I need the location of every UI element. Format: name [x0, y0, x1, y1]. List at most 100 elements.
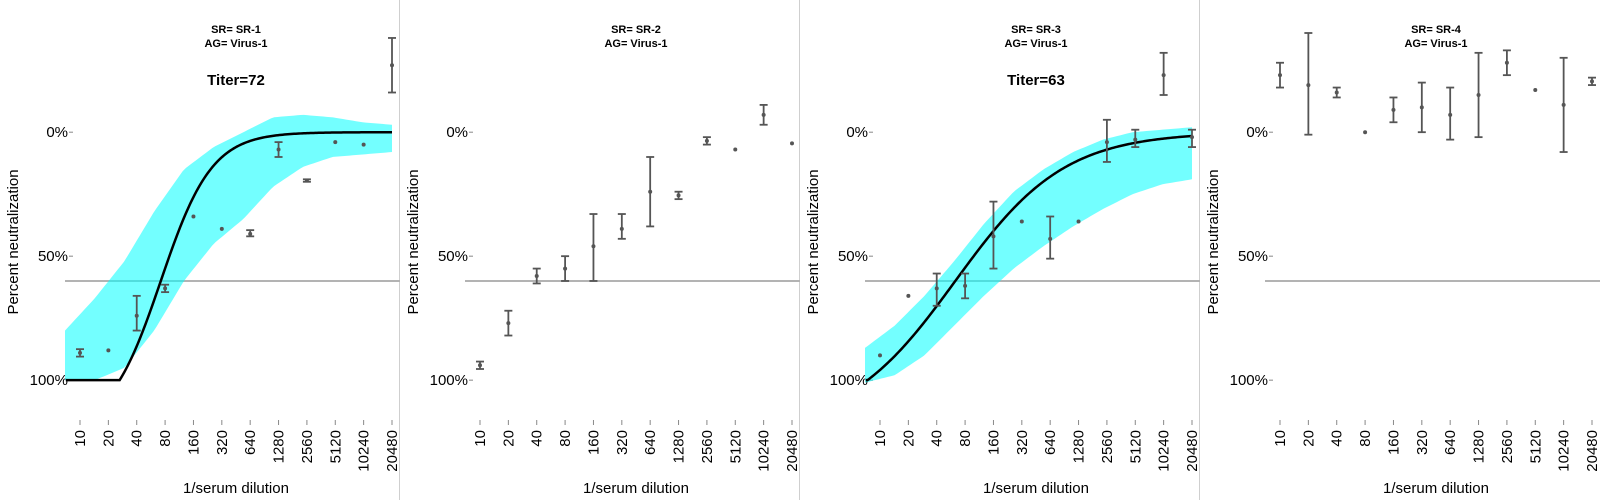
data-point-group	[1188, 128, 1196, 148]
data-point-group	[1446, 86, 1455, 141]
titer-label: Titer=63	[1007, 72, 1065, 89]
data-point-group	[878, 353, 882, 358]
panel-title: SR= SR-2	[611, 24, 661, 36]
data-point	[1504, 60, 1509, 65]
data-point	[248, 231, 253, 236]
data-point-group	[759, 104, 768, 126]
data-point-group	[388, 37, 396, 94]
data-point-group	[302, 178, 311, 183]
data-point	[1104, 140, 1109, 145]
x-tick-label: 2560	[299, 430, 316, 463]
x-tick-label: 40	[1329, 430, 1346, 447]
x-tick-label: 2560	[1499, 430, 1516, 463]
data-point-group	[191, 214, 196, 219]
x-tick-label: 10	[72, 430, 89, 447]
x-tick-label: 40	[929, 430, 946, 447]
x-tick-label: 80	[557, 430, 574, 447]
x-tick-label: 80	[1357, 430, 1374, 447]
data-point	[676, 193, 681, 198]
data-point-group	[589, 213, 598, 282]
data-point	[390, 63, 394, 68]
data-point-group	[1304, 32, 1313, 136]
data-point	[134, 313, 139, 318]
data-point	[790, 141, 794, 146]
data-point	[1561, 102, 1566, 107]
titer-label: Titer=72	[207, 72, 265, 89]
data-point	[1590, 79, 1594, 84]
x-axis-label: 1/serum dilution	[583, 480, 689, 497]
data-point	[619, 226, 624, 231]
data-point	[733, 147, 738, 152]
data-point	[333, 140, 338, 145]
x-tick-label: 40	[129, 430, 146, 447]
x-tick-label: 1280	[671, 430, 688, 463]
data-point-group	[733, 147, 738, 152]
data-point	[1448, 112, 1453, 117]
data-point	[591, 244, 596, 249]
data-point-group	[1533, 88, 1538, 93]
y-tick-label: 100%	[830, 372, 868, 389]
data-point-group	[1417, 81, 1426, 134]
data-point	[991, 234, 996, 239]
data-point-group	[646, 156, 655, 228]
x-tick-label: 20480	[784, 430, 801, 472]
y-tick-label: 0%	[1246, 124, 1268, 141]
data-point	[1161, 73, 1166, 78]
data-point-group	[1159, 51, 1168, 96]
data-point-group	[1076, 219, 1081, 224]
x-tick-label: 20	[500, 430, 517, 447]
y-axis-label: Percent neutralization	[805, 169, 822, 314]
x-tick-label: 320	[1014, 430, 1031, 455]
data-point-group	[1332, 86, 1341, 99]
data-point	[1419, 105, 1424, 110]
x-tick-label: 320	[614, 430, 631, 455]
panel-subtitle: AG= Virus-1	[1004, 38, 1067, 50]
data-point-group	[1389, 96, 1398, 124]
y-tick-label: 100%	[1230, 372, 1268, 389]
x-tick-label: 40	[529, 430, 546, 447]
data-point	[534, 274, 539, 279]
data-point	[963, 283, 968, 288]
data-point-group	[989, 200, 998, 270]
data-point-group	[906, 293, 911, 298]
data-point-group	[132, 294, 141, 332]
data-point-group	[932, 272, 941, 307]
data-point	[478, 363, 482, 368]
data-point-group	[76, 348, 84, 358]
x-tick-label: 640	[642, 430, 659, 455]
data-point-group	[274, 141, 283, 158]
data-point	[1076, 219, 1081, 224]
x-tick-label: 5120	[327, 430, 344, 463]
x-tick-label: 640	[1442, 430, 1459, 455]
y-tick-label: 0%	[846, 124, 868, 141]
x-tick-label: 5120	[1127, 430, 1144, 463]
y-axis-label: Percent neutralization	[5, 169, 22, 314]
data-point-group	[1363, 130, 1368, 135]
y-axis-label: Percent neutralization	[405, 169, 422, 314]
x-axis-label: 1/serum dilution	[1383, 480, 1489, 497]
data-point	[1476, 92, 1481, 97]
panel-subtitle: AG= Virus-1	[1404, 38, 1467, 50]
x-tick-label: 640	[242, 430, 259, 455]
y-tick-label: 50%	[438, 248, 468, 265]
x-tick-label: 10240	[356, 430, 373, 472]
data-point-group	[674, 190, 683, 201]
x-tick-label: 20	[100, 430, 117, 447]
panel-3: SR= SR-3 AG= Virus-1 Titer=63 0% 50% 100% Perc…	[805, 0, 1201, 500]
data-point-group	[361, 142, 366, 147]
data-point-group	[219, 226, 224, 231]
data-point	[1334, 90, 1339, 95]
data-point-group	[1559, 56, 1568, 153]
x-tick-label: 10	[1272, 430, 1289, 447]
x-tick-label: 1280	[271, 430, 288, 463]
x-tick-label: 5120	[727, 430, 744, 463]
data-point	[219, 226, 224, 231]
data-point-group	[504, 309, 513, 337]
confidence-band	[865, 127, 1192, 383]
data-point-group	[246, 229, 255, 238]
y-tick-label: 0%	[446, 124, 468, 141]
data-point-group	[1588, 76, 1596, 86]
x-tick-label: 10	[872, 430, 889, 447]
data-point	[934, 286, 939, 291]
data-point	[1133, 137, 1138, 142]
